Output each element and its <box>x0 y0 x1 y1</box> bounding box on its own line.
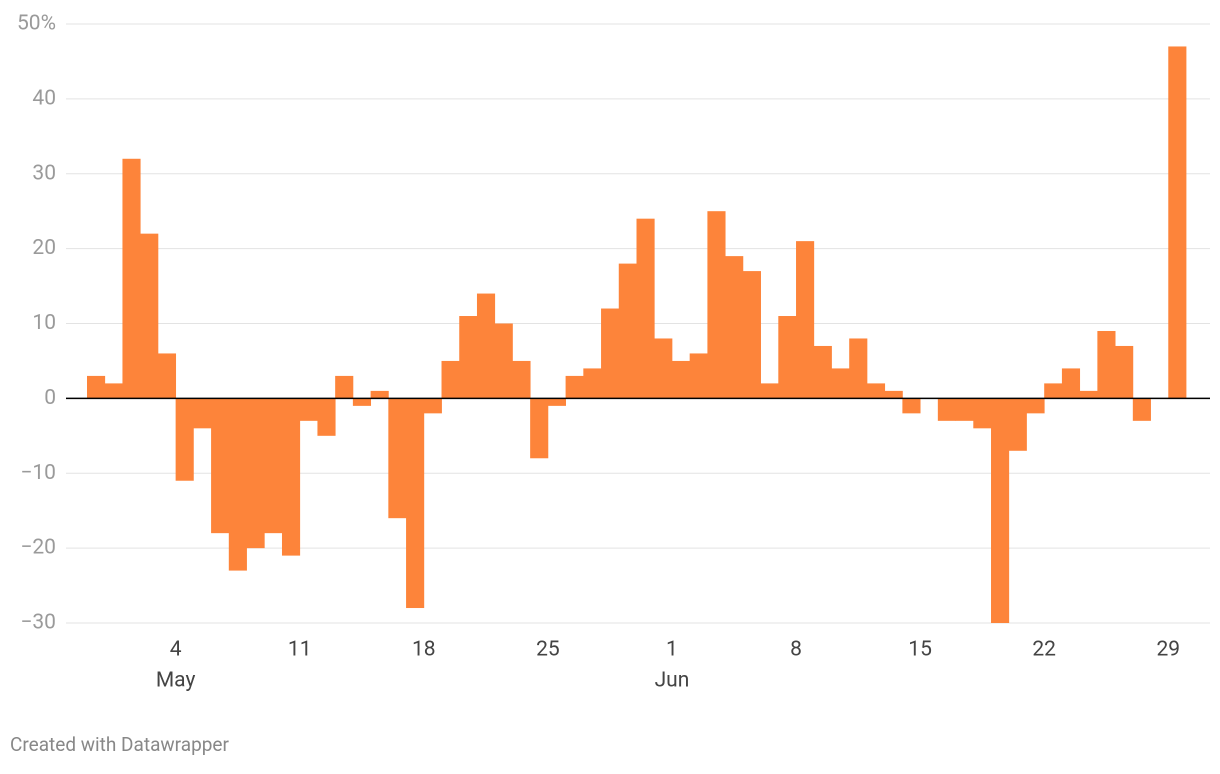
bar <box>494 323 513 399</box>
bar <box>725 256 744 399</box>
bar <box>991 398 1010 623</box>
bar <box>742 271 761 399</box>
bar <box>654 338 673 399</box>
y-tick-label: 20 <box>32 236 56 260</box>
bar <box>565 375 584 399</box>
bar <box>317 398 336 436</box>
bar <box>388 398 407 519</box>
bar <box>87 375 106 399</box>
bar <box>140 233 159 399</box>
bar <box>937 398 956 421</box>
x-month-label: May <box>156 669 196 693</box>
x-tick-label: 11 <box>288 638 312 662</box>
bar <box>955 398 974 421</box>
bar <box>459 316 478 399</box>
x-tick-label: 15 <box>908 638 932 662</box>
bar <box>122 158 141 399</box>
bar <box>618 263 637 399</box>
bar <box>760 383 779 399</box>
bar <box>476 293 496 399</box>
x-tick-label: 25 <box>536 638 560 662</box>
bar <box>1044 383 1063 399</box>
bar <box>636 218 655 399</box>
bar <box>796 241 815 399</box>
bar <box>1168 46 1187 399</box>
bar <box>601 308 620 399</box>
bar <box>299 398 318 421</box>
y-tick-label: 40 <box>32 86 56 110</box>
y-tick-label: 10 <box>32 311 56 335</box>
bar <box>902 398 921 414</box>
y-tick-label: −20 <box>20 536 56 560</box>
bar <box>423 398 442 414</box>
bar <box>1097 330 1116 399</box>
bar <box>211 398 230 534</box>
bar <box>778 316 797 399</box>
bar <box>530 398 549 459</box>
bar <box>1061 368 1081 399</box>
bar <box>689 353 708 399</box>
bar <box>866 383 886 399</box>
x-month-label: Jun <box>655 669 690 693</box>
y-tick-label: 30 <box>32 161 56 185</box>
bar <box>1026 398 1045 414</box>
bar <box>264 398 283 534</box>
x-tick-label: 8 <box>790 638 802 662</box>
bar <box>352 398 372 406</box>
x-tick-label: 1 <box>666 638 678 662</box>
y-tick-label: −10 <box>20 461 56 485</box>
y-tick-label: −30 <box>20 611 56 635</box>
y-tick-label: 50% <box>17 12 56 36</box>
bar <box>1115 345 1134 399</box>
bar <box>228 398 247 571</box>
bar <box>849 338 868 399</box>
bar <box>671 360 691 399</box>
bar <box>281 398 301 556</box>
bar <box>104 383 123 399</box>
bar <box>831 368 850 399</box>
x-tick-label: 18 <box>412 638 436 662</box>
bar <box>246 398 265 549</box>
bar <box>1132 398 1151 421</box>
bar <box>157 353 177 399</box>
bar <box>884 390 903 399</box>
x-tick-label: 22 <box>1032 638 1056 662</box>
bar <box>1008 398 1027 451</box>
y-tick-label: 0 <box>44 386 56 410</box>
bar <box>547 398 566 406</box>
bar <box>370 390 389 399</box>
bar <box>193 398 212 429</box>
x-tick-label: 4 <box>170 638 182 662</box>
bar <box>175 398 194 481</box>
bar <box>335 375 354 399</box>
bar <box>583 368 602 399</box>
bar <box>813 345 832 399</box>
bar <box>707 211 726 399</box>
bar <box>1079 390 1098 399</box>
footer: Created with Datawrapper <box>10 733 229 756</box>
bar <box>973 398 992 429</box>
x-tick-label: 29 <box>1156 638 1180 662</box>
bar <box>441 360 460 399</box>
bar <box>512 360 531 399</box>
bar <box>406 398 425 609</box>
